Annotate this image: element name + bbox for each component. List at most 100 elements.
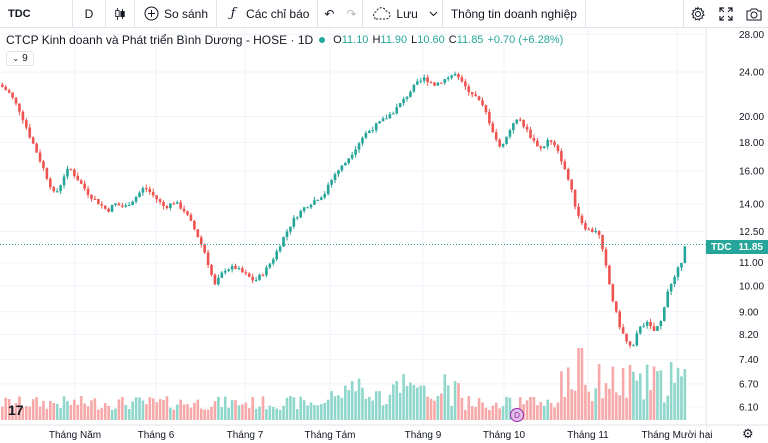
- candle-body: [481, 100, 484, 106]
- price-tick-label: 7.40: [739, 355, 759, 366]
- candle-body: [536, 140, 539, 147]
- legend-title: CTCP Kinh doanh và Phát triển Bình Dương…: [6, 33, 314, 47]
- volume-bar: [86, 406, 90, 420]
- candle-body: [49, 178, 52, 188]
- volume-bar: [261, 396, 265, 420]
- volume-bar: [477, 398, 481, 420]
- candle-body: [638, 326, 642, 334]
- indicators-toggle-button[interactable]: ⌄ 9: [6, 51, 34, 66]
- candle-body: [632, 345, 635, 347]
- candle-body: [381, 118, 385, 122]
- fx-icon: ƒ: [230, 6, 236, 21]
- candle-body: [522, 119, 525, 127]
- candle-body: [158, 199, 162, 202]
- candle-body: [110, 205, 114, 212]
- candle-body: [124, 205, 128, 207]
- volume-bar: [594, 388, 597, 420]
- settings-button[interactable]: [684, 0, 712, 28]
- candle-body: [55, 191, 59, 193]
- volume-bar: [11, 406, 14, 420]
- indicators-button[interactable]: ƒ Các chỉ báo: [217, 0, 317, 28]
- candle-body: [577, 206, 580, 216]
- volume-bar: [107, 405, 110, 420]
- volume-bar: [52, 403, 56, 420]
- candle-body: [169, 203, 172, 209]
- symbol-search-button[interactable]: TDC: [8, 7, 31, 20]
- volume-bar: [230, 400, 234, 420]
- compare-button[interactable]: So sánh: [135, 0, 216, 28]
- volume-bar: [73, 399, 76, 420]
- volume-bar: [210, 406, 213, 420]
- candle-body: [669, 283, 673, 292]
- volume-bar: [247, 408, 251, 420]
- interval-button[interactable]: D: [84, 6, 94, 21]
- candle-body: [213, 274, 217, 285]
- candle-body: [433, 82, 436, 86]
- fullscreen-button[interactable]: [712, 0, 740, 28]
- screenshot-button[interactable]: [740, 0, 768, 28]
- candle-body: [258, 274, 261, 280]
- price-badge-symbol: TDC: [711, 241, 732, 253]
- volume-bar: [669, 362, 673, 420]
- volume-bar: [117, 399, 121, 420]
- candle-body: [529, 129, 532, 138]
- tradingview-logo[interactable]: 17: [8, 402, 24, 418]
- candle-body: [587, 229, 591, 231]
- volume-bar: [556, 402, 560, 420]
- candle-body: [515, 119, 519, 124]
- volume-bar: [601, 398, 604, 420]
- candle-body: [247, 273, 251, 277]
- chart-type-button[interactable]: [106, 0, 134, 28]
- volume-bar: [532, 396, 536, 420]
- toolbar-divider: [362, 0, 364, 28]
- candle-body: [601, 235, 604, 250]
- volume-bar: [484, 407, 488, 420]
- volume-bar: [525, 400, 529, 420]
- candle-body: [611, 284, 615, 302]
- candle-body: [103, 205, 107, 209]
- time-tick-label: Tháng 7: [227, 430, 264, 441]
- volume-bar: [244, 402, 248, 420]
- volume-bar: [392, 384, 395, 420]
- candle-body: [18, 103, 21, 112]
- chart-settings-gear-icon[interactable]: ⚙: [742, 426, 754, 441]
- candle-body: [614, 301, 618, 312]
- candle-body: [323, 194, 327, 198]
- volume-bar: [213, 401, 217, 420]
- candle-body: [309, 204, 313, 208]
- candle-body: [292, 217, 296, 227]
- save-menu-button[interactable]: [426, 0, 442, 28]
- volume-bar: [464, 409, 467, 420]
- candle-body: [14, 97, 18, 104]
- undo-button[interactable]: ↶: [318, 0, 340, 28]
- candle-body: [265, 267, 268, 276]
- time-axis[interactable]: [0, 425, 706, 443]
- volume-bar: [292, 397, 296, 420]
- dividend-event-badge[interactable]: D: [510, 408, 524, 422]
- volume-bar: [440, 393, 443, 420]
- company-info-button[interactable]: Thông tin doanh nghiệp: [450, 6, 577, 21]
- undo-icon: ↶: [324, 6, 335, 21]
- volume-bar: [76, 404, 80, 420]
- volume-bar: [597, 364, 601, 420]
- price-chart[interactable]: 28.00 24.00 20.00 18.00 16.00 14.00 12.50 11.00…: [0, 28, 768, 443]
- candle-body: [162, 201, 165, 207]
- candle-body: [464, 81, 467, 87]
- candle-body: [254, 279, 258, 281]
- volume-bar: [529, 396, 532, 420]
- candle-body: [512, 123, 515, 131]
- candle-body: [100, 204, 104, 206]
- candle-body: [662, 307, 666, 321]
- price-tick-label: 12.50: [739, 227, 764, 238]
- volume-bar: [18, 396, 21, 420]
- volume-bar: [121, 396, 124, 420]
- candle-body: [628, 341, 632, 346]
- candle-body: [313, 200, 316, 205]
- save-button[interactable]: Lưu: [363, 0, 425, 28]
- toolbar-divider: [134, 0, 135, 28]
- price-axis[interactable]: [706, 28, 768, 443]
- volume-bar: [83, 403, 86, 420]
- volume-bar: [49, 400, 52, 420]
- redo-button[interactable]: ↷: [340, 0, 362, 28]
- candle-body: [28, 127, 32, 138]
